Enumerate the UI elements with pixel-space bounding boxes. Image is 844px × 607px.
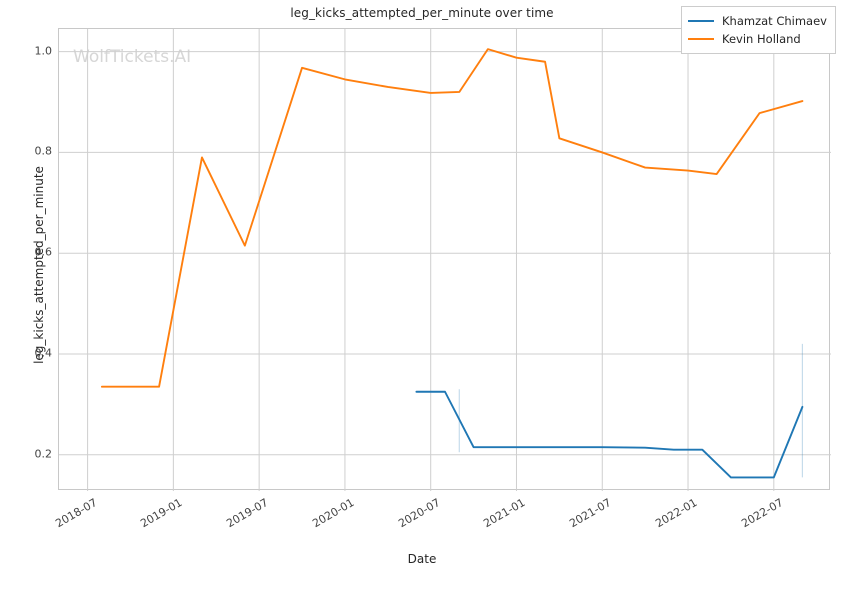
x-axis-tick-labels: 2018-07 2019-01 2019-07 2020-01 2020-07 2021-…	[0, 496, 844, 556]
chart-figure: leg_kicks_attempted_per_minute over time…	[0, 6, 844, 566]
chart-legend: Khamzat Chimaev Kevin Holland	[681, 6, 836, 54]
y-tick-label: 0.2	[34, 447, 53, 461]
y-tick-label: 1.0	[34, 44, 53, 58]
y-axis-tick-labels: 0.2 0.4 0.6 0.8 1.0	[0, 28, 53, 490]
legend-entry[interactable]: Kevin Holland	[688, 30, 827, 48]
legend-color-swatch	[688, 38, 715, 40]
plot-area: WolfTickets.AI	[58, 28, 831, 491]
x-axis-label: Date	[407, 552, 437, 566]
legend-label: Kevin Holland	[722, 32, 801, 46]
plot-lines	[59, 29, 831, 491]
legend-label: Khamzat Chimaev	[722, 14, 827, 28]
series-line	[415, 390, 804, 479]
y-tick-label: 0.8	[34, 144, 53, 158]
y-tick-label: 0.4	[34, 346, 53, 360]
y-tick-label: 0.6	[34, 245, 53, 259]
series-line	[100, 48, 804, 388]
legend-entry[interactable]: Khamzat Chimaev	[688, 12, 827, 30]
legend-color-swatch	[688, 20, 715, 22]
chart-title: leg_kicks_attempted_per_minute over time	[290, 6, 554, 20]
